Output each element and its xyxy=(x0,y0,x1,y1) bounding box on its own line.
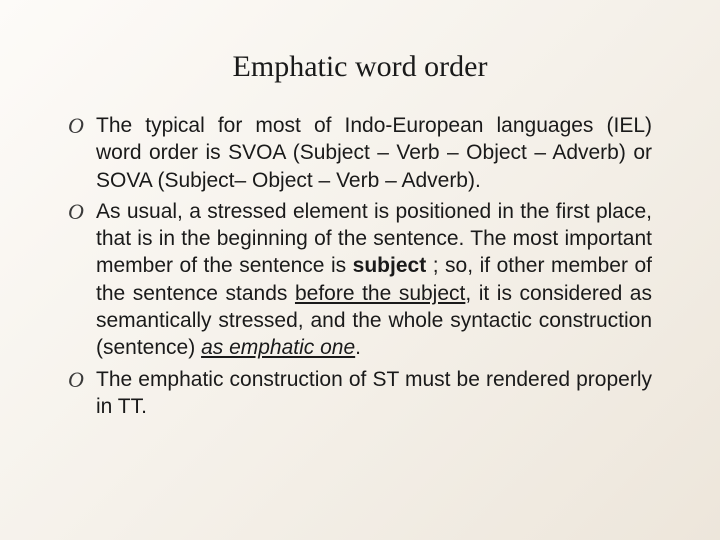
slide-title: Emphatic word order xyxy=(48,50,672,84)
slide-content: O The typical for most of Indo-European … xyxy=(48,112,672,420)
bullet-icon: O xyxy=(68,198,96,227)
list-item-text: The typical for most of Indo-European la… xyxy=(96,112,652,194)
list-item: O As usual, a stressed element is positi… xyxy=(68,198,652,362)
slide: Emphatic word order O The typical for mo… xyxy=(0,0,720,540)
list-item-text: The emphatic construction of ST must be … xyxy=(96,366,652,421)
bullet-icon: O xyxy=(68,366,96,395)
list-item: O The emphatic construction of ST must b… xyxy=(68,366,652,421)
bullet-icon: O xyxy=(68,112,96,141)
list-item-text: As usual, a stressed element is position… xyxy=(96,198,652,362)
list-item: O The typical for most of Indo-European … xyxy=(68,112,652,194)
